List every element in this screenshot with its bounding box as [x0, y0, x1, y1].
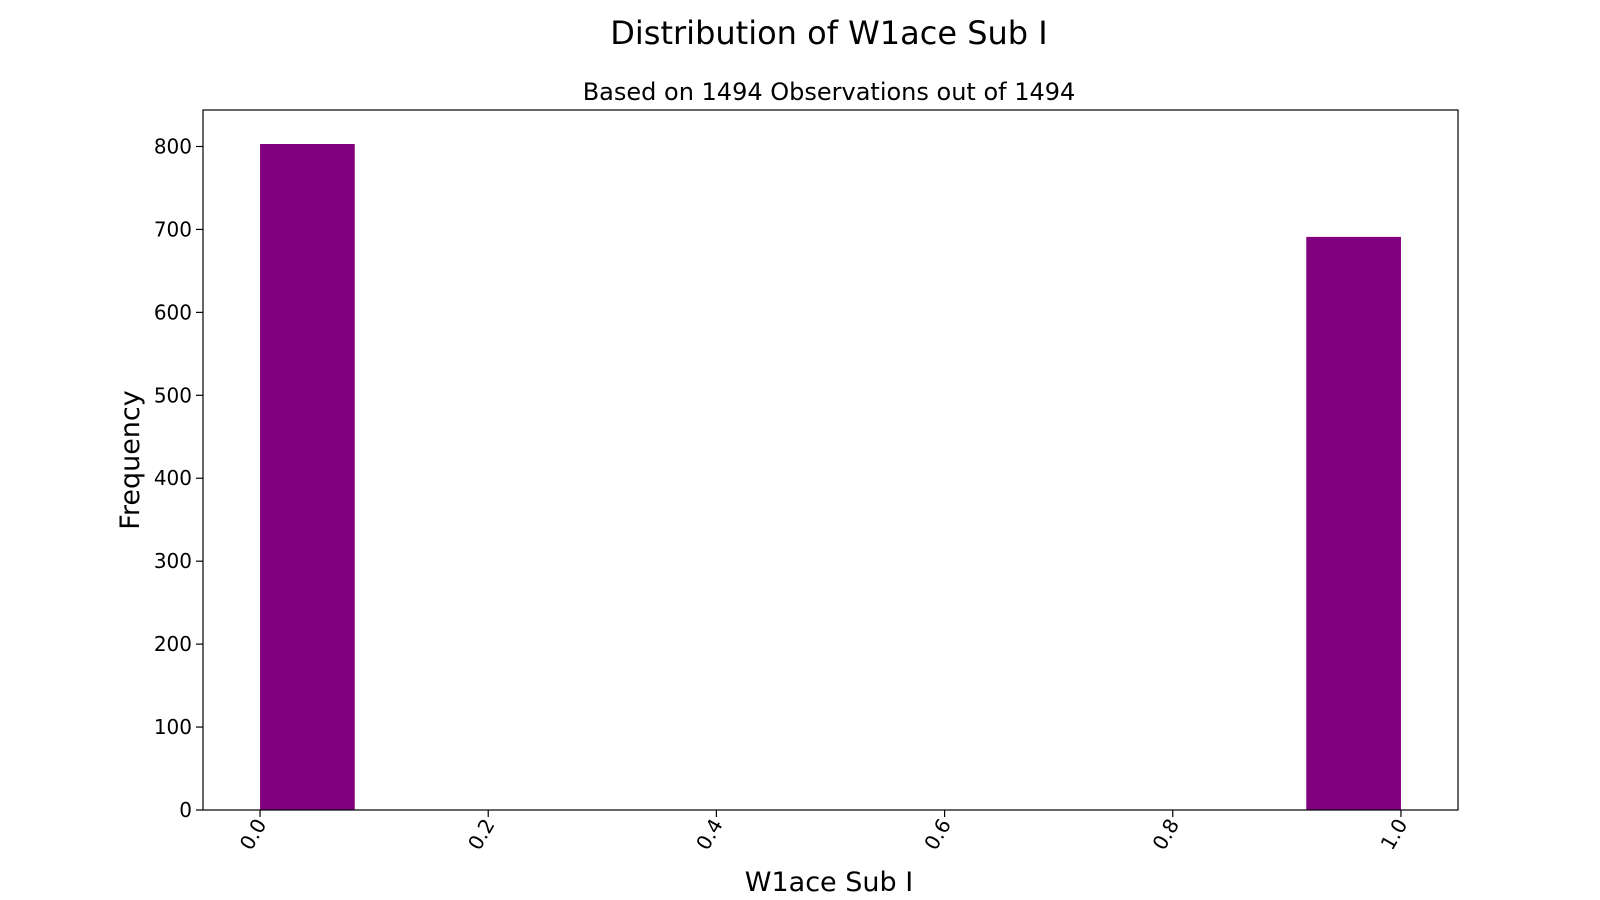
y-tick-label: 400	[154, 466, 192, 490]
y-axis-label: Frequency	[115, 390, 146, 530]
y-tick-label: 200	[154, 632, 192, 656]
y-axis-ticks: 0 100 200 300 400 500 600 700 800	[154, 134, 203, 822]
x-axis-ticks: 0.0 0.2 0.4 0.6 0.8 1.0	[235, 810, 1413, 855]
plot-area	[203, 110, 1458, 810]
y-tick-label: 100	[154, 715, 192, 739]
x-tick-label: 0.8	[1147, 815, 1184, 855]
plot-frame	[202, 109, 1459, 811]
histogram-bar-0	[260, 144, 355, 810]
x-tick-label: 0.2	[463, 815, 500, 855]
histogram-bar-1	[1306, 236, 1401, 810]
y-tick-label: 600	[154, 300, 192, 324]
chart-subtitle: Based on 1494 Observations out of 1494	[583, 78, 1076, 106]
x-axis-label: W1ace Sub I	[745, 867, 913, 898]
x-tick-label: 0.4	[691, 815, 728, 855]
y-tick-label: 300	[154, 549, 192, 573]
y-tick-label: 500	[154, 383, 192, 407]
y-tick-label: 0	[179, 798, 192, 822]
x-tick-label: 0.6	[919, 815, 956, 855]
y-tick-label: 700	[154, 217, 192, 241]
bar-group	[260, 144, 1401, 810]
y-tick-label: 800	[154, 134, 192, 158]
x-tick-label: 1.0	[1376, 815, 1413, 855]
chart-title: Distribution of W1ace Sub I	[610, 14, 1047, 52]
x-tick-label: 0.0	[235, 815, 272, 855]
